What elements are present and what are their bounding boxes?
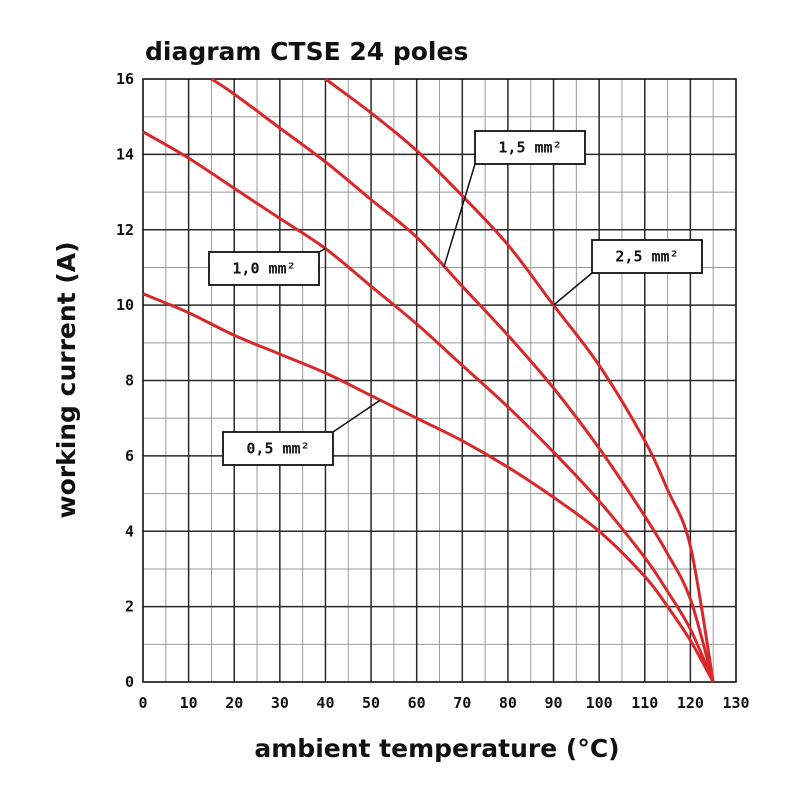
plot-frame bbox=[142, 78, 737, 683]
callout-label: 0,5 mm² bbox=[246, 440, 309, 458]
y-axis-label: working current (A) bbox=[52, 241, 81, 518]
x-tick-label: 80 bbox=[499, 694, 517, 712]
callout-box bbox=[208, 251, 320, 286]
x-tick-label: 70 bbox=[453, 694, 471, 712]
x-tick-label: 90 bbox=[545, 694, 563, 712]
callout-0: 1,5 mm² bbox=[443, 130, 586, 267]
x-tick-label: 10 bbox=[180, 694, 198, 712]
series-line-3 bbox=[324, 77, 715, 683]
x-tick-label: 130 bbox=[722, 694, 749, 712]
y-tick-label: 14 bbox=[116, 145, 134, 163]
callout-2: 2,5 mm² bbox=[553, 239, 703, 306]
callout-label: 1,0 mm² bbox=[232, 260, 295, 278]
x-tick-label: 40 bbox=[316, 694, 334, 712]
chart-title: diagram CTSE 24 poles bbox=[145, 37, 468, 66]
callout-3: 0,5 mm² bbox=[222, 399, 381, 466]
callout-box bbox=[222, 431, 334, 466]
series-line-1 bbox=[142, 130, 715, 683]
y-tick-label: 10 bbox=[116, 296, 134, 314]
y-tick-label: 4 bbox=[125, 522, 134, 540]
callout-1: 1,0 mm² bbox=[208, 247, 326, 286]
callout-label: 2,5 mm² bbox=[615, 248, 678, 266]
callout-leader bbox=[553, 272, 593, 306]
callout-box bbox=[474, 130, 586, 165]
y-tick-label: 0 bbox=[125, 673, 134, 691]
series-line-0 bbox=[142, 292, 715, 683]
x-tick-labels: 0 10 20 30 40 50 60 70 80 90 100 110 120 130 bbox=[138, 694, 749, 712]
y-tick-label: 6 bbox=[125, 447, 134, 465]
x-tick-label: 110 bbox=[631, 694, 658, 712]
x-tick-label: 0 bbox=[138, 694, 147, 712]
x-axis-label: ambient temperature (°C) bbox=[254, 734, 619, 763]
x-tick-label: 60 bbox=[408, 694, 426, 712]
x-tick-label: 20 bbox=[225, 694, 243, 712]
callout-box bbox=[591, 239, 703, 274]
series-line-2 bbox=[210, 77, 715, 683]
y-tick-label: 2 bbox=[125, 598, 134, 616]
y-tick-label: 12 bbox=[116, 221, 134, 239]
x-tick-label: 120 bbox=[677, 694, 704, 712]
x-tick-label: 50 bbox=[362, 694, 380, 712]
x-tick-label: 30 bbox=[271, 694, 289, 712]
callout-leader bbox=[318, 247, 326, 253]
x-tick-label: 100 bbox=[586, 694, 613, 712]
callouts: 1,5 mm² 1,0 mm² 2,5 mm² 0,5 mm² bbox=[208, 130, 703, 466]
callout-label: 1,5 mm² bbox=[498, 139, 561, 157]
y-tick-label: 8 bbox=[125, 372, 134, 390]
series-lines bbox=[142, 77, 715, 683]
callout-leader bbox=[443, 163, 476, 267]
callout-leader bbox=[332, 399, 381, 433]
y-tick-labels: 0 2 4 6 8 10 12 14 16 bbox=[116, 70, 134, 691]
y-tick-label: 16 bbox=[116, 70, 134, 88]
